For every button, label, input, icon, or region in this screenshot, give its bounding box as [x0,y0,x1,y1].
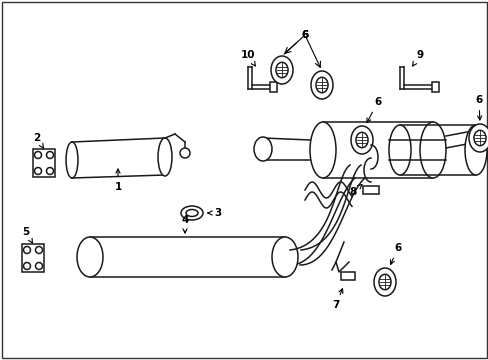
Bar [22,244,44,272]
Ellipse shape [355,132,367,148]
Text: 7: 7 [332,289,342,310]
Circle shape [23,247,30,253]
Text: 6: 6 [301,30,308,40]
Text: 9: 9 [412,50,423,66]
Ellipse shape [388,125,410,175]
Ellipse shape [468,124,488,152]
Circle shape [36,262,42,270]
Circle shape [36,247,42,253]
Ellipse shape [309,122,335,178]
Circle shape [46,152,53,158]
Ellipse shape [271,237,297,277]
Circle shape [35,167,41,175]
Text: 8: 8 [348,185,361,197]
Ellipse shape [185,210,198,216]
Bar [362,186,378,194]
Text: 10: 10 [240,50,255,66]
Circle shape [35,152,41,158]
Ellipse shape [253,137,271,161]
Bar [269,82,276,92]
Ellipse shape [66,142,78,178]
Bar [33,149,55,177]
Ellipse shape [275,62,287,78]
Ellipse shape [473,130,485,146]
Ellipse shape [310,71,332,99]
Ellipse shape [350,126,372,154]
Bar [340,272,354,280]
Ellipse shape [181,206,203,220]
Text: 1: 1 [114,169,122,192]
Text: 4: 4 [181,215,188,233]
Text: 6: 6 [284,30,308,54]
Ellipse shape [315,77,327,93]
Bar [431,82,438,92]
Text: 6: 6 [474,95,482,120]
Circle shape [180,148,190,158]
Ellipse shape [464,125,486,175]
Text: 5: 5 [22,227,32,243]
Ellipse shape [270,56,292,84]
Ellipse shape [373,268,395,296]
Ellipse shape [378,274,390,290]
Text: 6: 6 [366,97,381,122]
Text: 6: 6 [389,243,401,264]
Circle shape [46,167,53,175]
Ellipse shape [77,237,103,277]
Text: 2: 2 [33,133,43,148]
Text: 3: 3 [207,208,221,218]
Ellipse shape [419,122,445,178]
Ellipse shape [158,138,172,176]
Circle shape [23,262,30,270]
